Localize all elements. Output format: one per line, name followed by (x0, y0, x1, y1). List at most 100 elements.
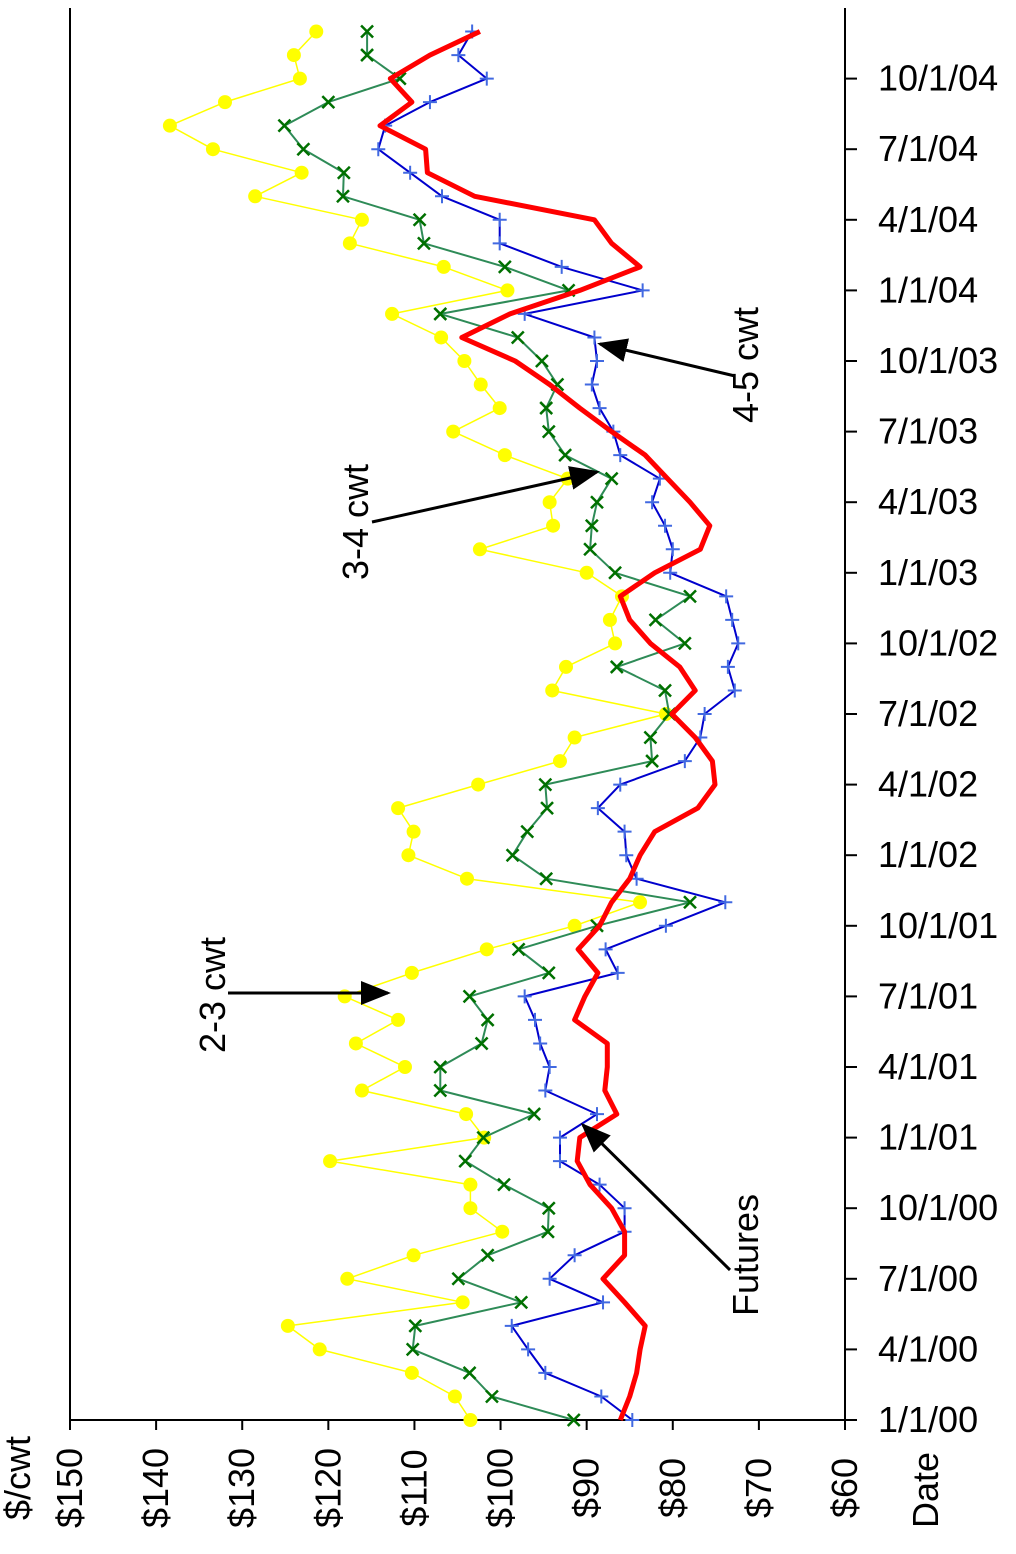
point (479, 71, 494, 86)
point (587, 330, 602, 345)
point (321, 95, 336, 110)
point (539, 401, 554, 415)
point (218, 95, 232, 110)
point (433, 1060, 448, 1074)
x-tick-label: 4/1/03 (878, 481, 978, 522)
point (463, 1413, 478, 1427)
point (546, 518, 561, 533)
point (406, 1248, 421, 1263)
point (579, 565, 594, 580)
y-tick-label: $80 (652, 1458, 693, 1518)
point (417, 236, 431, 251)
series (162, 24, 673, 1427)
point (677, 636, 692, 651)
point (590, 801, 605, 816)
point (277, 118, 292, 133)
point (495, 1224, 510, 1239)
point (474, 1036, 489, 1051)
series (277, 24, 697, 1427)
point (447, 1389, 462, 1404)
x-tick-label: 10/1/00 (878, 1187, 998, 1228)
point (541, 1201, 556, 1216)
series (371, 24, 746, 1427)
point (436, 259, 451, 274)
point (497, 259, 512, 274)
point (455, 1295, 470, 1310)
point (658, 518, 673, 533)
point (541, 965, 556, 980)
annotation-arrow (580, 1122, 732, 1272)
point (354, 212, 369, 227)
point (683, 895, 697, 910)
x-tick-label: 4/1/01 (878, 1046, 978, 1087)
point (590, 1107, 604, 1122)
point (538, 1365, 553, 1380)
x-tick-label: 1/1/04 (878, 269, 978, 310)
point (538, 777, 553, 792)
point (552, 1154, 567, 1169)
point (608, 565, 622, 580)
point (677, 754, 692, 769)
point (342, 236, 357, 251)
point (625, 1413, 640, 1427)
point (312, 1342, 327, 1357)
point (541, 1224, 555, 1239)
point (480, 1013, 495, 1027)
point (500, 283, 515, 298)
point (558, 448, 573, 463)
series-line (377, 30, 740, 1421)
x-tick-label: 4/1/04 (878, 199, 978, 240)
y-tick-label: $130 (221, 1448, 262, 1528)
point (719, 589, 734, 604)
x-axis-title: Date (905, 1452, 946, 1528)
point (604, 471, 619, 486)
point (584, 518, 599, 533)
point (663, 565, 678, 580)
point (451, 48, 466, 63)
point (602, 612, 617, 627)
point (401, 848, 416, 863)
x-tick-label: 1/1/02 (878, 834, 978, 875)
x-tick-label: 1/1/01 (878, 1117, 978, 1158)
point (336, 165, 351, 180)
point (617, 824, 632, 839)
point (514, 1295, 529, 1310)
point (323, 1154, 338, 1169)
point (292, 71, 307, 86)
point (725, 612, 740, 627)
point (309, 24, 324, 39)
point (648, 612, 663, 627)
annotation: 3-4 cwt (335, 464, 376, 580)
point (683, 589, 697, 604)
point (552, 754, 567, 769)
x-tick-label: 7/1/02 (878, 693, 978, 734)
point (422, 95, 437, 110)
y-tick-label: $90 (566, 1458, 607, 1518)
point (535, 354, 549, 368)
point (497, 448, 512, 463)
point (584, 377, 599, 392)
point (296, 142, 311, 157)
annotation: Futures (725, 1194, 766, 1316)
point (403, 165, 418, 180)
point (404, 1365, 419, 1380)
point (731, 636, 746, 651)
point (434, 330, 449, 345)
point (294, 165, 309, 180)
point (633, 895, 648, 910)
annotation: 4-5 cwt (725, 307, 766, 423)
x-tick-label: 10/1/02 (878, 622, 998, 663)
point (473, 377, 488, 392)
x-tick-label: 4/1/02 (878, 764, 978, 805)
point (554, 259, 569, 274)
point (391, 1012, 406, 1027)
point (446, 424, 461, 439)
point (665, 542, 680, 557)
point (541, 424, 556, 439)
y-tick-label: $100 (480, 1448, 521, 1528)
point (458, 1154, 473, 1169)
point (336, 189, 350, 204)
point (645, 495, 660, 510)
point (658, 683, 672, 698)
